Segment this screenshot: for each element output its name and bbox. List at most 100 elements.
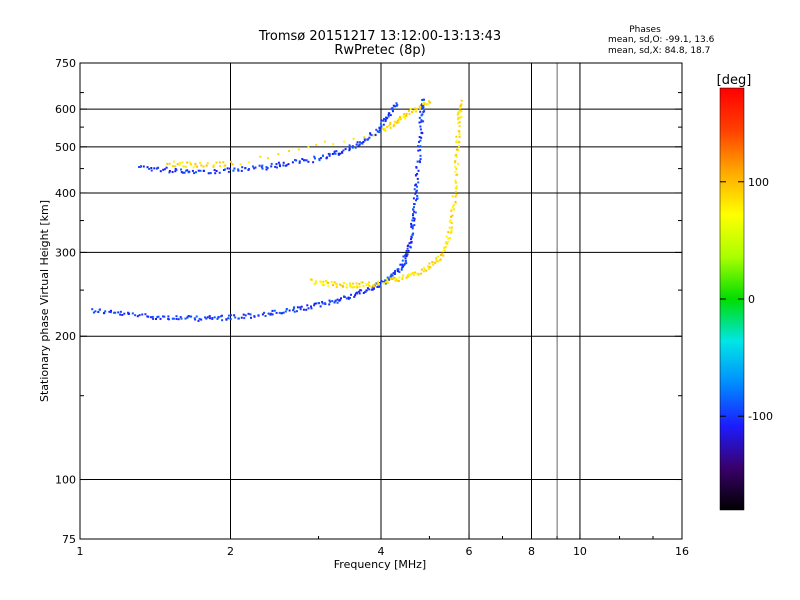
point [348,147,351,150]
point [156,166,159,169]
point [150,169,153,172]
point [421,105,424,108]
point [334,282,337,285]
point [267,312,270,315]
stats-line-o: mean, sd,O: -99.1, 13.6 [608,35,715,45]
point [411,111,414,113]
point [365,289,368,292]
point [363,138,366,141]
point [244,167,247,169]
point [427,102,430,105]
point [340,297,342,300]
point [327,284,330,287]
point [450,208,453,211]
point [91,308,94,311]
point [365,283,368,286]
point [350,285,353,288]
point [414,107,417,110]
point [386,117,389,120]
point [190,315,193,318]
point [313,304,316,307]
point [415,166,418,169]
point [380,125,383,128]
point [413,210,416,213]
point [215,170,218,172]
point [340,284,343,287]
point [410,238,412,241]
point [337,152,340,155]
point [366,287,369,290]
point [456,118,459,121]
point [385,281,388,284]
point [399,263,402,266]
point [199,169,202,172]
point [282,164,285,167]
point [253,315,256,318]
point [398,276,401,279]
point [376,130,379,133]
point [369,133,372,136]
point [425,269,428,272]
point [416,185,418,188]
point [418,140,420,143]
x-axis-ticks: 1 2 4 6 8 10 16 [77,533,689,558]
point [416,177,419,180]
point [419,149,422,152]
point [313,155,316,158]
point [379,123,382,126]
point [357,144,360,147]
point [333,301,336,304]
point [364,290,367,293]
point [404,260,407,263]
point [249,313,252,316]
point [419,128,422,131]
point [197,169,200,172]
point [153,167,156,170]
point [321,302,324,305]
point [456,139,459,142]
point [421,99,424,101]
point [407,244,410,247]
point [319,305,322,308]
point [416,195,419,197]
point [109,311,112,314]
point [456,113,459,116]
point [387,115,390,118]
point [298,160,301,163]
point [240,316,243,319]
point [455,167,458,170]
point [370,285,373,288]
point [148,167,151,170]
point [371,134,374,137]
point [457,145,460,148]
point [378,285,381,288]
point [337,153,340,156]
point [460,103,463,106]
point [261,164,264,167]
point [314,157,316,160]
point [159,170,162,173]
point [98,308,101,311]
point [408,242,411,245]
point [413,271,416,274]
point [147,315,150,318]
point [423,266,425,269]
point [209,317,211,320]
point [387,112,390,115]
x-tick-label-6: 16 [675,545,689,558]
point [193,172,196,175]
point [401,263,404,266]
point [265,166,268,169]
point [386,278,389,281]
point [320,280,323,283]
point [407,249,410,252]
point [386,282,389,285]
point [411,227,414,230]
point [432,263,435,266]
point [167,315,170,318]
point [405,250,408,252]
point [410,222,413,225]
point [454,195,457,198]
point [191,169,194,172]
point [232,169,235,172]
